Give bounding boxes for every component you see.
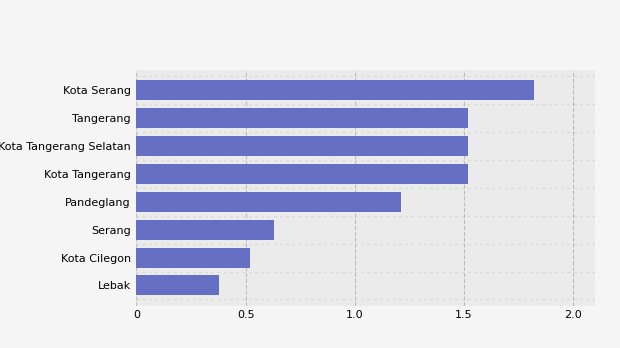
Bar xyxy=(136,247,250,268)
Bar xyxy=(136,192,401,212)
Bar xyxy=(136,80,534,101)
Bar xyxy=(136,136,469,156)
Bar xyxy=(136,220,274,240)
Bar xyxy=(136,108,469,128)
Bar xyxy=(136,275,219,295)
Bar xyxy=(136,164,469,184)
